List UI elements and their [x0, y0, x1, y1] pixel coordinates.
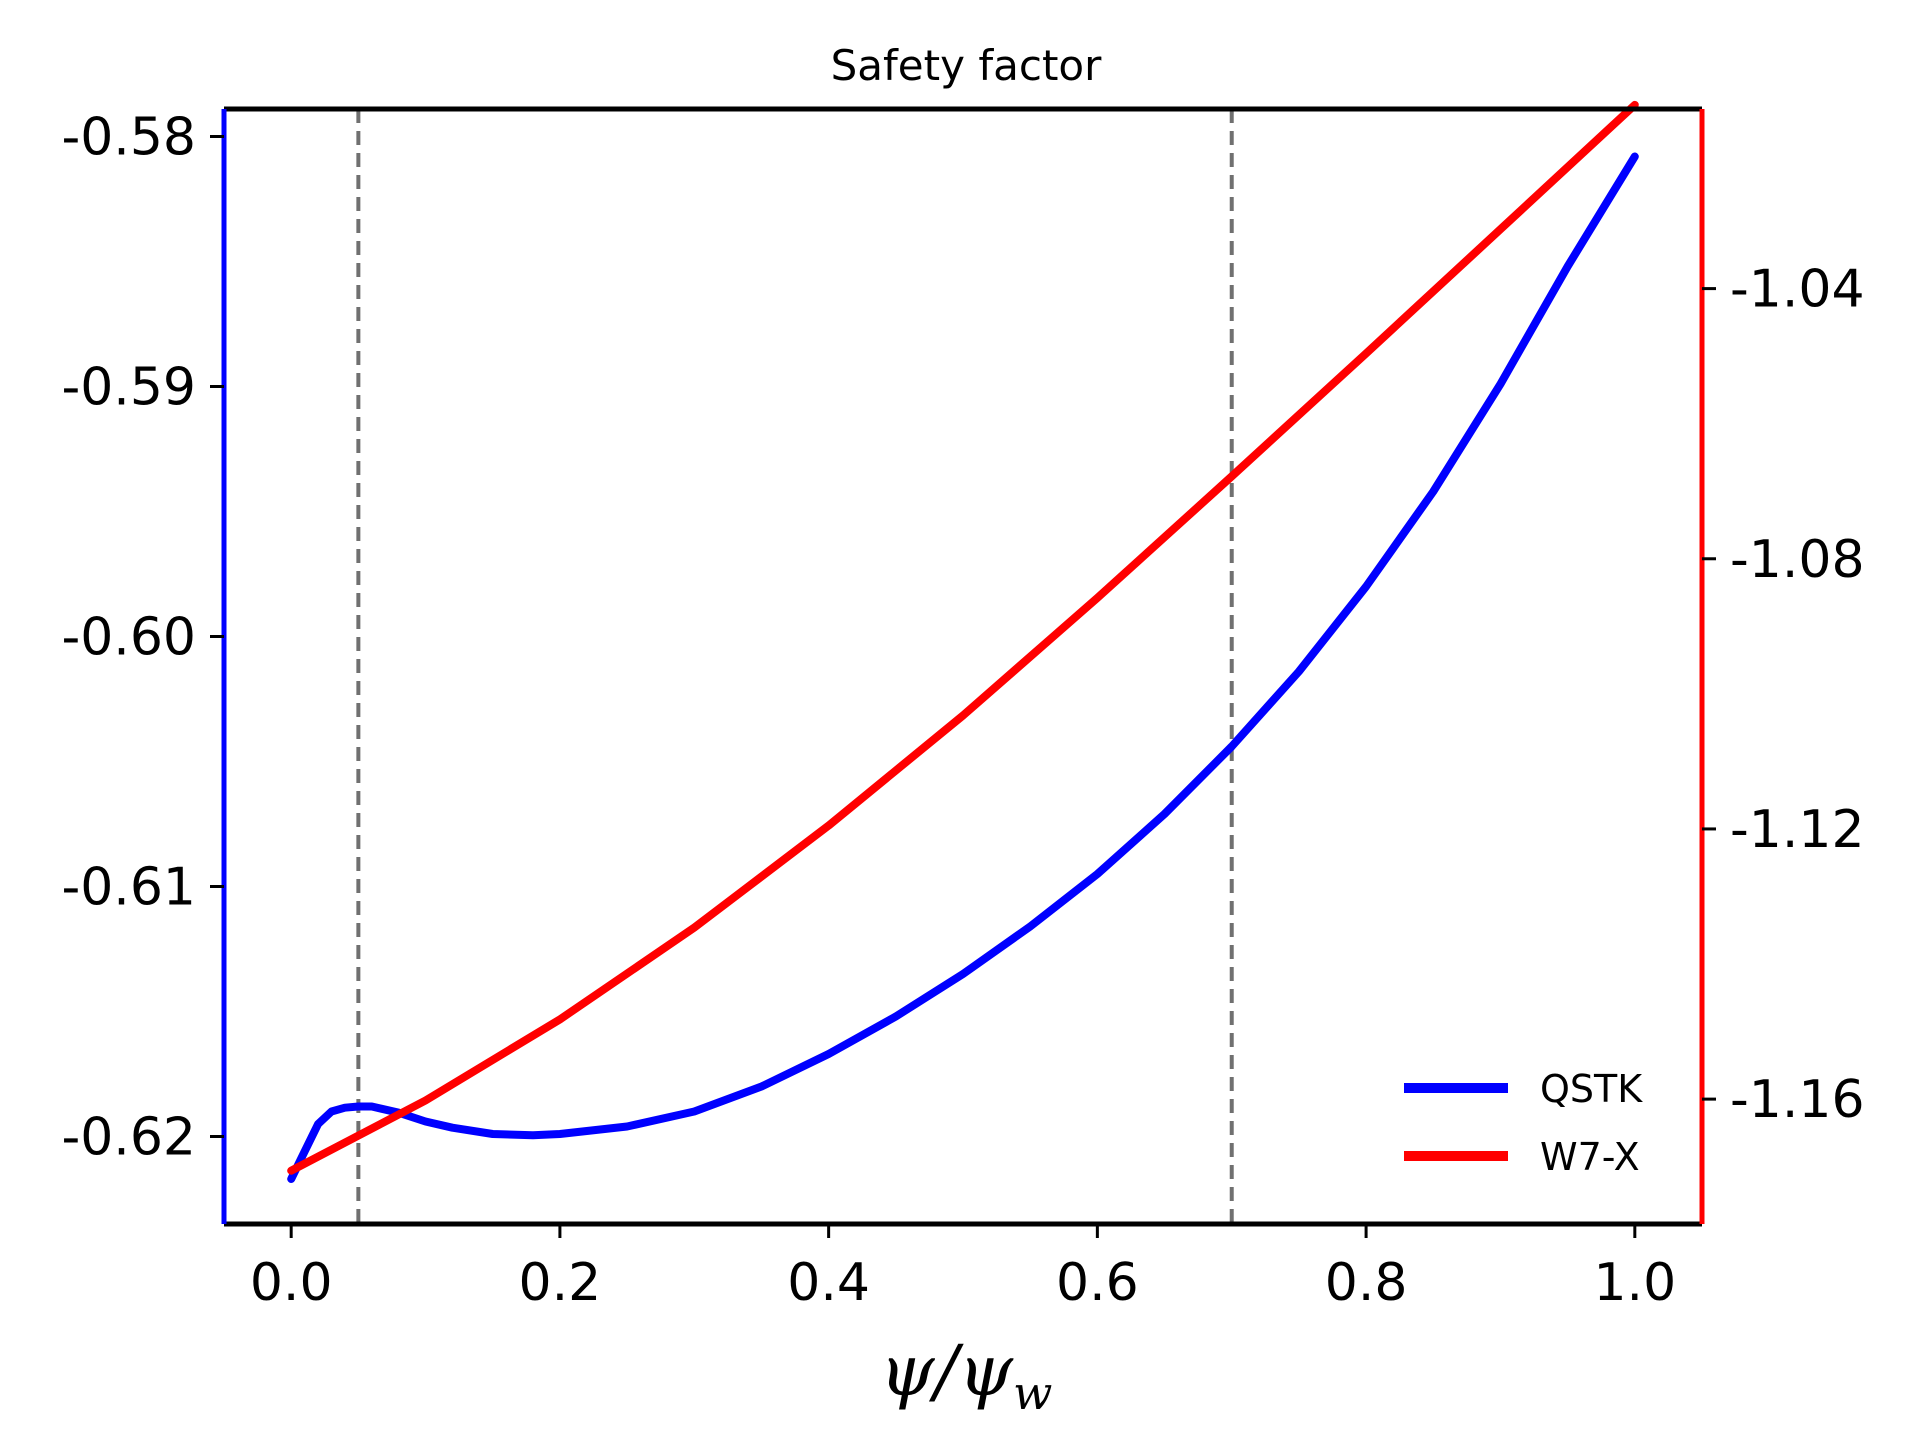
- series-lines: [287, 100, 1639, 1183]
- x-axis-ticks: 0.0 0.2 0.4 0.6 0.8 1.0: [250, 1224, 1676, 1313]
- right-y-axis-ticks: -1.04 -1.08 -1.12 -1.16: [1702, 260, 1865, 1130]
- x-tick-label: 0.8: [1325, 1253, 1408, 1313]
- right-y-tick-label: -1.08: [1730, 530, 1865, 590]
- left-y-axis-ticks: -0.58 -0.59 -0.60 -0.61 -0.62: [61, 108, 224, 1168]
- x-tick-label: 0.0: [250, 1253, 333, 1313]
- x-tick-label: 0.6: [1056, 1253, 1139, 1313]
- left-y-tick-label: -0.61: [61, 858, 196, 918]
- left-y-tick-label: -0.60: [61, 608, 196, 668]
- x-tick-label: 0.2: [519, 1253, 602, 1313]
- right-y-tick-label: -1.04: [1730, 260, 1865, 320]
- legend: QSTK W7-X: [1404, 1067, 1643, 1179]
- right-y-tick-label: -1.16: [1730, 1070, 1865, 1130]
- right-y-tick-label: -1.12: [1730, 800, 1865, 860]
- left-y-tick-label: -0.62: [61, 1108, 196, 1168]
- legend-label-qstk: QSTK: [1540, 1067, 1643, 1111]
- x-axis-label: ψ/ψw: [880, 1330, 1053, 1420]
- left-y-tick-label: -0.59: [61, 358, 196, 418]
- x-tick-label: 1.0: [1593, 1253, 1676, 1313]
- reference-lines: [356, 109, 1234, 1224]
- chart-title: Safety factor: [831, 41, 1102, 90]
- x-tick-label: 0.4: [787, 1253, 870, 1313]
- series-line-qstk: [287, 152, 1639, 1183]
- x-axis-label-subscript: w: [1013, 1366, 1052, 1420]
- legend-label-w7x: W7-X: [1540, 1135, 1640, 1179]
- left-y-tick-label: -0.58: [61, 108, 196, 168]
- series-line-w7x: [287, 100, 1639, 1175]
- x-axis-label-main: ψ/ψ: [880, 1330, 1014, 1412]
